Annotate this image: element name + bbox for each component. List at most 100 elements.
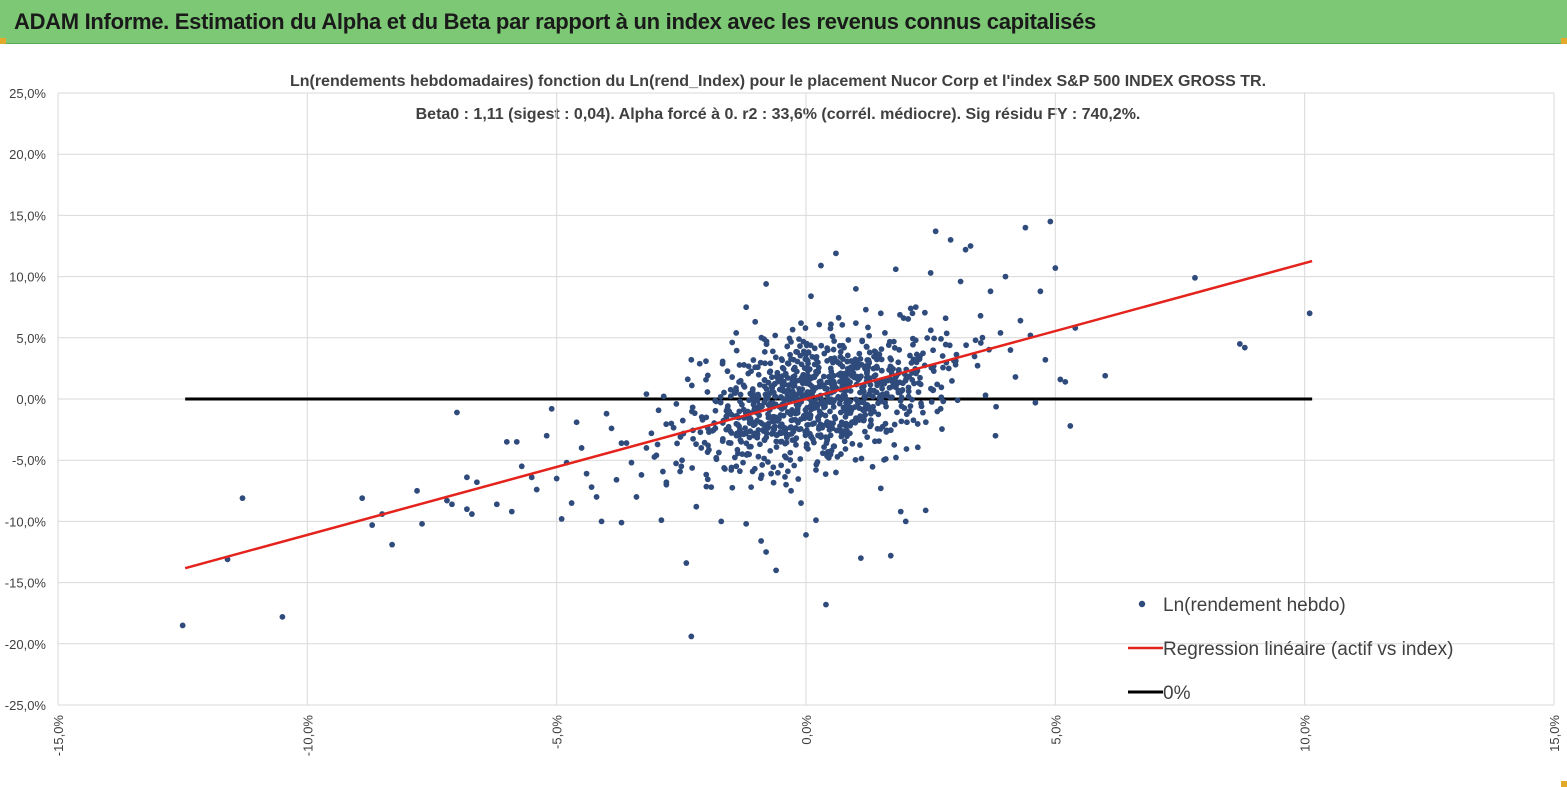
scatter-point bbox=[872, 372, 879, 379]
scatter-point bbox=[799, 392, 806, 399]
scatter-point bbox=[787, 351, 793, 358]
scatter-point bbox=[444, 497, 450, 504]
scatter-point bbox=[751, 430, 758, 437]
scatter-point bbox=[760, 427, 766, 433]
scatter-point bbox=[655, 407, 662, 414]
scatter-point bbox=[819, 382, 826, 389]
scatter-point bbox=[928, 398, 935, 405]
scatter-point bbox=[909, 376, 916, 383]
scatter-point bbox=[693, 441, 699, 448]
scatter-point bbox=[805, 372, 811, 379]
scatter-point bbox=[464, 506, 470, 513]
scatter-point bbox=[618, 440, 625, 447]
scatter-point bbox=[876, 394, 883, 401]
scatter-point bbox=[756, 441, 763, 448]
scatter-point bbox=[778, 462, 785, 469]
scatter-point bbox=[705, 442, 711, 449]
scatter-point bbox=[533, 486, 540, 493]
scatter-point bbox=[712, 397, 719, 404]
scatter-point bbox=[638, 471, 645, 478]
scatter-point bbox=[826, 422, 833, 428]
scatter-point bbox=[824, 448, 831, 455]
scatter-point bbox=[792, 410, 799, 417]
scatter-point bbox=[1102, 372, 1109, 379]
scatter-point bbox=[783, 439, 790, 446]
scatter-point bbox=[750, 401, 757, 408]
scatter-point bbox=[734, 446, 741, 453]
scatter-point bbox=[859, 337, 866, 344]
scatter-point bbox=[903, 411, 910, 418]
scatter-point bbox=[697, 429, 704, 436]
scatter-point bbox=[768, 374, 775, 381]
scatter-point bbox=[718, 518, 725, 525]
scatter-point bbox=[837, 370, 844, 377]
scatter-point bbox=[464, 474, 470, 481]
scatter-point bbox=[703, 376, 709, 383]
scatter-point bbox=[830, 359, 836, 366]
scatter-point bbox=[704, 476, 711, 483]
scatter-point bbox=[987, 288, 994, 295]
scatter-point bbox=[872, 438, 878, 445]
scatter-point bbox=[997, 330, 1004, 336]
scatter-point bbox=[689, 465, 696, 471]
scatter-point bbox=[756, 402, 763, 409]
scatter-point bbox=[757, 359, 764, 366]
scatter-point bbox=[793, 441, 799, 448]
scatter-point bbox=[683, 560, 690, 566]
scatter-point bbox=[945, 365, 952, 372]
scatter-point bbox=[654, 441, 661, 448]
y-tick-label: -10,0% bbox=[5, 514, 47, 529]
scatter-point bbox=[947, 236, 954, 243]
scatter-point bbox=[827, 325, 834, 332]
scatter-point bbox=[704, 372, 711, 379]
scatter-point bbox=[651, 454, 658, 460]
scatter-point bbox=[922, 507, 929, 514]
scatter-point bbox=[750, 357, 757, 363]
scatter-point bbox=[762, 360, 768, 367]
scatter-point bbox=[807, 414, 814, 421]
scatter-point bbox=[717, 393, 724, 400]
scatter-point bbox=[744, 450, 751, 457]
scatter-point bbox=[508, 508, 515, 515]
scatter-point bbox=[835, 314, 842, 321]
scatter-point bbox=[663, 421, 670, 428]
y-tick-label: 15,0% bbox=[9, 208, 46, 223]
scatter-point bbox=[673, 460, 679, 467]
scatter-point bbox=[793, 394, 800, 401]
scatter-point bbox=[698, 445, 705, 451]
scatter-point bbox=[731, 454, 738, 461]
scatter-point bbox=[719, 360, 726, 367]
scatter-point bbox=[791, 462, 798, 469]
scatter-point bbox=[1007, 347, 1014, 353]
scatter-point bbox=[699, 416, 706, 423]
scatter-point bbox=[895, 359, 902, 366]
scatter-point bbox=[770, 479, 777, 486]
scatter-point bbox=[811, 361, 818, 368]
scatter-point bbox=[746, 416, 753, 423]
scatter-point bbox=[688, 356, 695, 363]
scatter-point bbox=[784, 343, 791, 350]
scatter-point bbox=[815, 368, 822, 375]
scatter-point bbox=[835, 394, 841, 401]
scatter-point bbox=[773, 444, 780, 450]
scatter-point bbox=[721, 465, 728, 471]
scatter-point bbox=[820, 373, 827, 380]
scatter-point bbox=[897, 508, 904, 515]
report-title: ADAM Informe. Estimation du Alpha et du … bbox=[14, 9, 1096, 34]
scatter-point bbox=[867, 387, 874, 393]
scatter-point bbox=[887, 552, 894, 559]
scatter-point bbox=[810, 388, 817, 394]
scatter-point bbox=[878, 367, 885, 374]
scatter-point bbox=[852, 456, 859, 463]
scatter-point bbox=[784, 468, 791, 475]
scatter-point bbox=[706, 446, 712, 453]
scatter-point bbox=[890, 338, 897, 345]
scatter-point bbox=[553, 475, 560, 482]
scatter-point bbox=[882, 329, 888, 336]
scatter-point bbox=[931, 335, 938, 342]
scatter-point bbox=[847, 388, 854, 394]
scatter-point bbox=[754, 398, 761, 404]
scatter-point bbox=[881, 380, 888, 387]
scatter-point bbox=[917, 374, 923, 381]
scatter-point bbox=[849, 366, 856, 373]
